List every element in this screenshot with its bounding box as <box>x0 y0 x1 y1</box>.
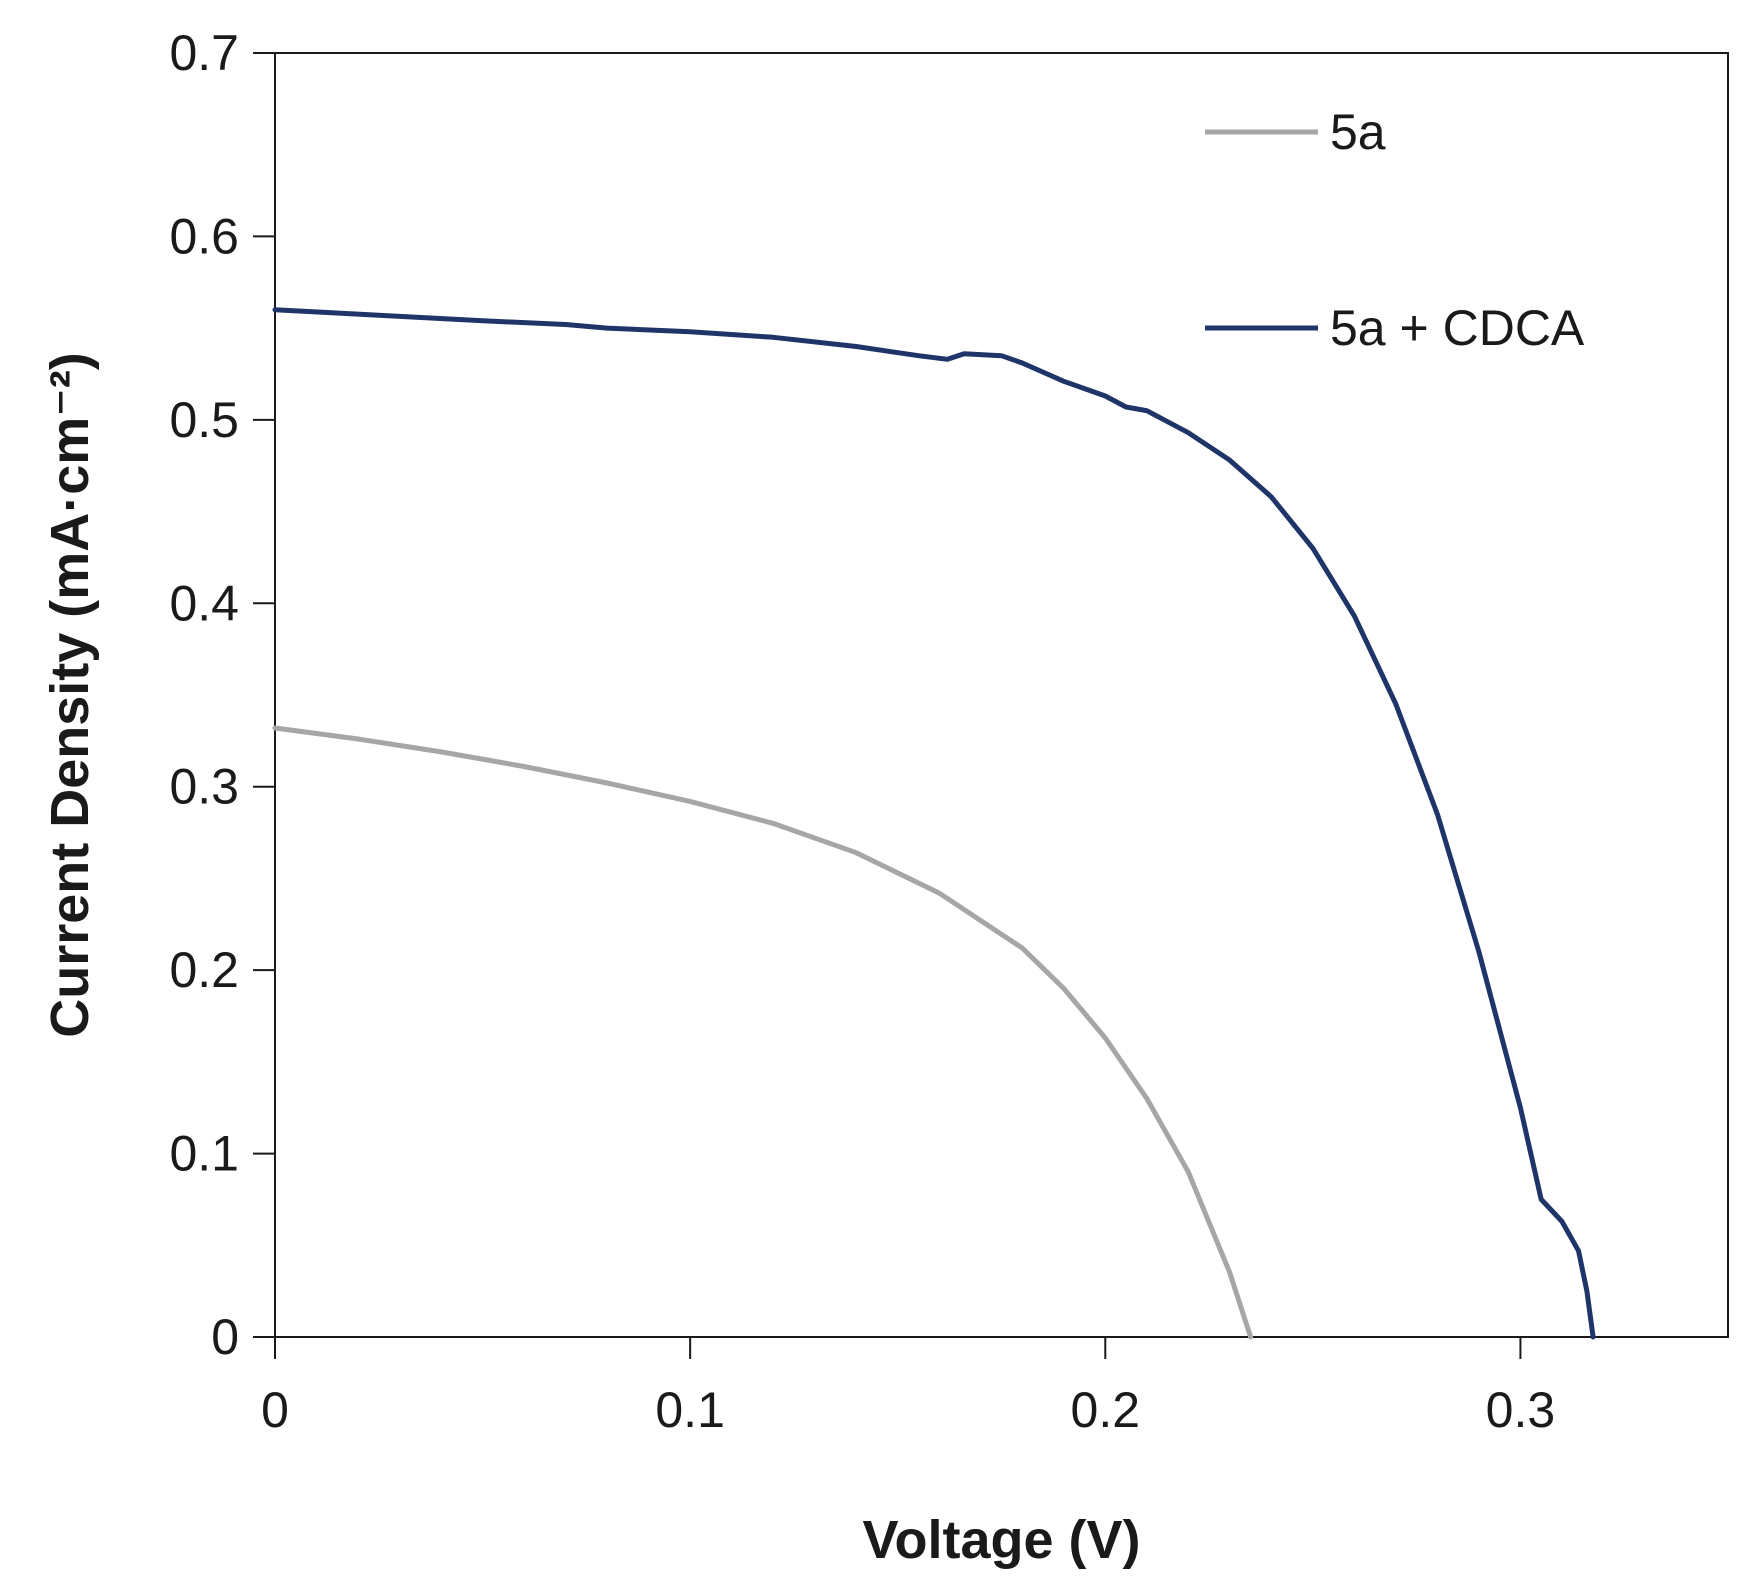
x-axis-ticks: 0 0.1 0.2 0.3 <box>261 1337 1555 1438</box>
y-tick-label: 0.3 <box>169 759 239 815</box>
x-tick-label: 0.2 <box>1071 1382 1141 1438</box>
y-tick-label: 0.6 <box>169 208 239 264</box>
legend: 5a 5a + CDCA <box>1205 104 1585 356</box>
y-tick-label: 0.2 <box>169 942 239 998</box>
y-axis-ticks: 0 0.1 0.2 0.3 0.4 0.5 0.6 0.7 <box>169 25 275 1365</box>
series-line-2 <box>272 307 1596 1340</box>
y-tick-label: 0.1 <box>169 1126 239 1182</box>
y-tick-label: 0.5 <box>169 392 239 448</box>
x-axis-title: Voltage (V) <box>862 1510 1140 1570</box>
y-tick-label: 0 <box>211 1309 239 1365</box>
plot-area-frame <box>274 52 1729 1338</box>
y-axis-title: Current Density (mA·cm⁻²) <box>40 352 100 1038</box>
x-tick-label: 0.3 <box>1486 1382 1556 1438</box>
x-tick-label: 0.1 <box>655 1382 725 1438</box>
legend-label-1: 5a <box>1330 104 1386 160</box>
legend-label-2: 5a + CDCA <box>1330 300 1585 356</box>
series-lines <box>272 307 1596 1340</box>
x-tick-label: 0 <box>261 1382 289 1438</box>
series-line-1 <box>272 725 1254 1340</box>
y-tick-label: 0.7 <box>169 25 239 81</box>
y-tick-label: 0.4 <box>169 575 239 631</box>
